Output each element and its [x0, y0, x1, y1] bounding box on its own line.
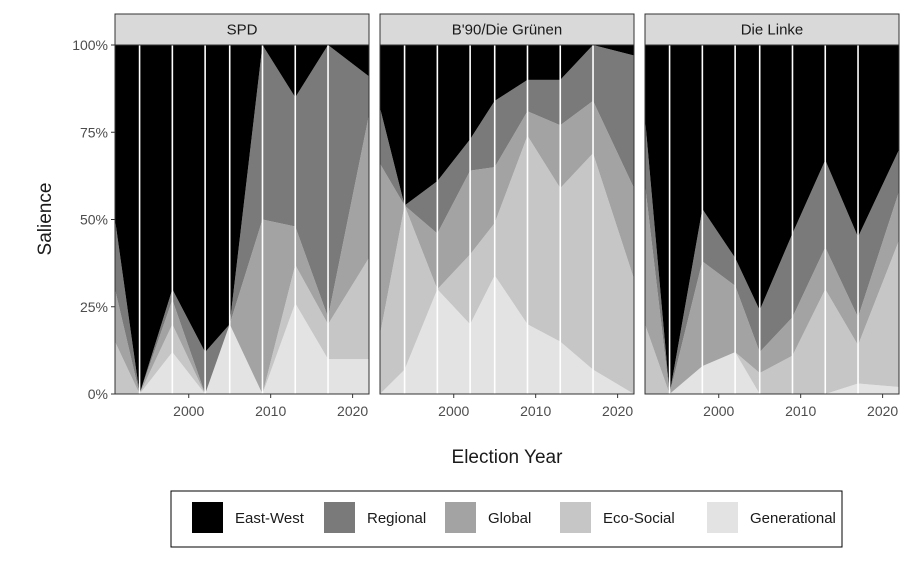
legend-label: Global: [488, 510, 531, 527]
x-tick-label: 2010: [785, 403, 816, 419]
legend-key-eco-social: [560, 502, 591, 533]
area-east-west: [645, 45, 899, 394]
legend-label: Generational: [750, 510, 836, 527]
area-generational: [645, 352, 899, 394]
x-tick-label: 2000: [173, 403, 204, 419]
facet-panel-2: Die Linke 2000 2010 2020: [644, 13, 900, 419]
facet-strip-label: B'90/Die Grünen: [452, 22, 562, 39]
area-regional: [115, 45, 369, 394]
legend-key-regional: [324, 502, 355, 533]
panel-border: [644, 44, 900, 395]
area-east-west: [115, 45, 369, 394]
x-tick-label: 2020: [867, 403, 898, 419]
area-generational: [115, 303, 369, 394]
area-east-west: [380, 45, 634, 206]
x-tick-label: 2000: [438, 403, 469, 419]
x-tick-label: 2000: [703, 403, 734, 419]
area-eco-social: [380, 135, 634, 395]
facet-strip-label: SPD: [227, 22, 258, 39]
legend: East-West Regional Global Eco-Social Generat…: [170, 490, 843, 548]
legend-key-east-west: [192, 502, 223, 533]
area-global: [115, 114, 369, 395]
legend-key-global: [445, 502, 476, 533]
x-axis-title: Election Year: [452, 447, 564, 468]
x-tick-label: 2020: [337, 403, 368, 419]
facet-panels: SPD 2000 2010 2020 B'90/Die Grünen 2000 2010 20…: [114, 13, 900, 419]
legend-label: East-West: [235, 510, 305, 527]
area-eco-social: [115, 257, 369, 394]
y-tick-label: 100%: [72, 37, 108, 53]
area-regional: [645, 118, 899, 394]
legend-key-generational: [707, 502, 738, 533]
y-tick-label: 25%: [80, 299, 108, 315]
area-global: [380, 100, 634, 335]
area-regional: [380, 45, 634, 234]
area-eco-social: [645, 240, 899, 394]
y-tick-label: 0%: [88, 386, 108, 402]
area-global: [645, 184, 899, 394]
y-tick-label: 50%: [80, 212, 108, 228]
x-tick-label: 2010: [520, 403, 551, 419]
y-axis-title: Salience: [35, 183, 56, 256]
facet-panel-1: B'90/Die Grünen 2000 2010 2020: [379, 13, 635, 419]
facet-strip: [114, 13, 370, 46]
x-tick-label: 2010: [255, 403, 286, 419]
area-generational: [380, 275, 634, 394]
facet-panel-0: SPD 2000 2010 2020: [114, 13, 370, 419]
legend-label: Regional: [367, 510, 426, 527]
legend-label: Eco-Social: [603, 510, 675, 527]
y-tick-label: 75%: [80, 124, 108, 140]
facet-strip: [644, 13, 900, 46]
x-tick-label: 2020: [602, 403, 633, 419]
y-axis: 0% 25% 50% 75% 100%: [72, 37, 115, 402]
facet-strip-label: Die Linke: [741, 22, 804, 39]
panel-border: [379, 44, 635, 395]
